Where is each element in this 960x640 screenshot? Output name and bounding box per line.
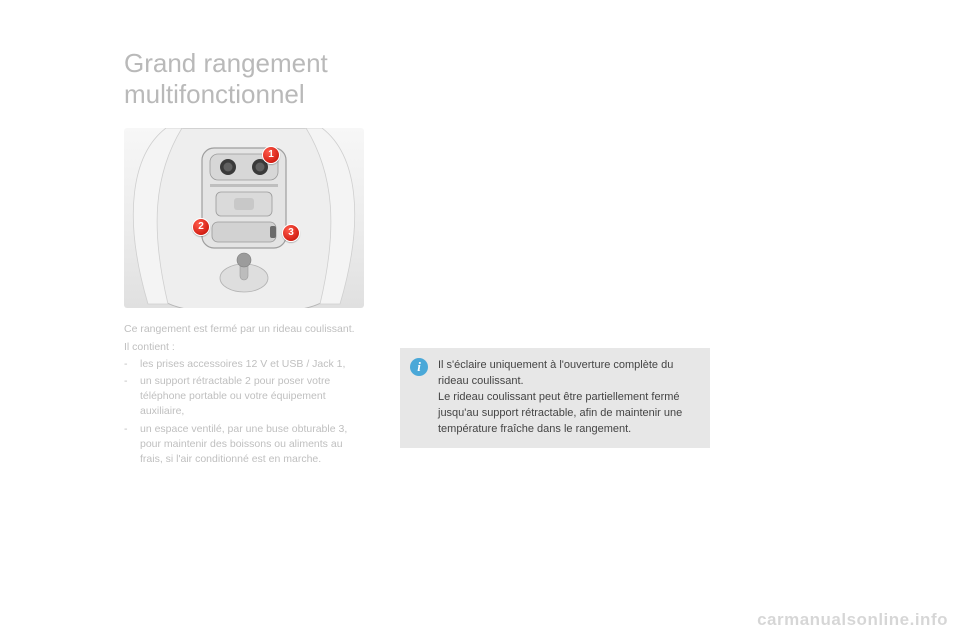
list-item: un espace ventilé, par une buse obturabl… — [124, 422, 364, 468]
list-item: les prises accessoires 12 V et USB / Jac… — [124, 357, 364, 372]
feature-list: les prises accessoires 12 V et USB / Jac… — [124, 357, 364, 468]
bullet-text: les prises accessoires 12 V et USB / Jac… — [140, 357, 345, 372]
info-icon: i — [410, 358, 428, 376]
content-columns: 1 2 3 Ce rangement est fermé par un ride… — [124, 128, 860, 469]
bullet-text: un espace ventilé, par une buse obturabl… — [140, 422, 364, 468]
console-svg — [124, 128, 364, 308]
list-item: un support rétractable 2 pour poser votr… — [124, 374, 364, 420]
info-callout: i Il s'éclaire uniquement à l'ouverture … — [400, 348, 710, 448]
manual-page: Grand rangement multifonctionnel — [0, 0, 960, 640]
intro-line-2: Il contient : — [124, 340, 364, 355]
intro-line-1: Ce rangement est fermé par un rideau cou… — [124, 322, 364, 337]
right-column: i Il s'éclaire uniquement à l'ouverture … — [400, 128, 860, 469]
info-text-2: Le rideau coulissant peut être partielle… — [438, 390, 696, 438]
page-title: Grand rangement multifonctionnel — [124, 48, 860, 110]
watermark: carmanualsonline.info — [757, 610, 948, 630]
bullet-text: un support rétractable 2 pour poser votr… — [140, 374, 364, 420]
storage-illustration: 1 2 3 — [124, 128, 364, 308]
description-text: Ce rangement est fermé par un rideau cou… — [124, 322, 364, 467]
title-line-2: multifonctionnel — [124, 79, 860, 110]
left-column: 1 2 3 Ce rangement est fermé par un ride… — [124, 128, 364, 469]
info-text-1: Il s'éclaire uniquement à l'ouverture co… — [438, 358, 696, 390]
title-line-1: Grand rangement — [124, 48, 860, 79]
